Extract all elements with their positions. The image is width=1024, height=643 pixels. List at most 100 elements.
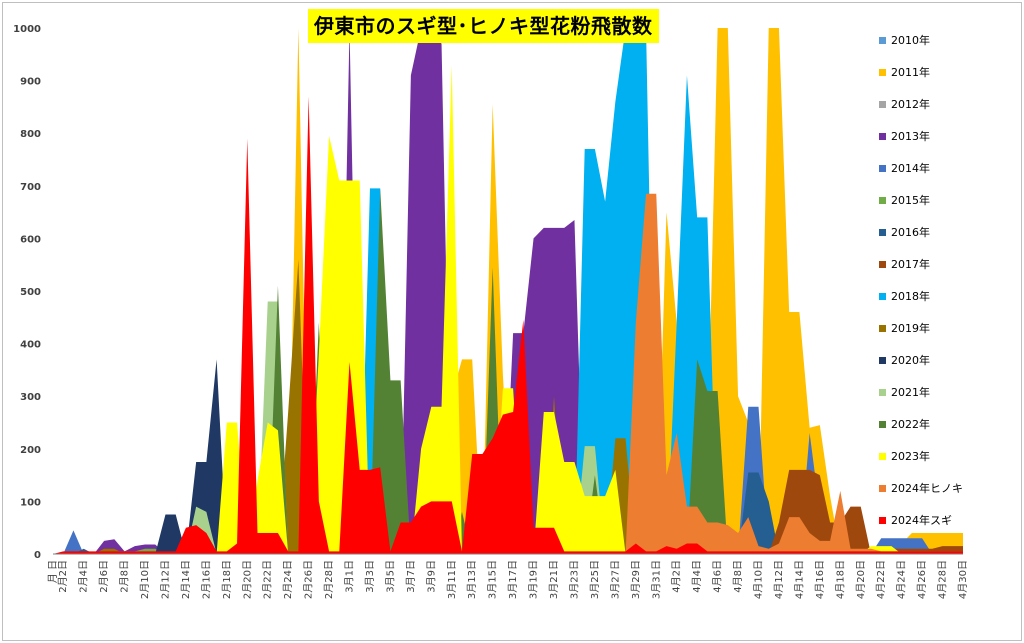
legend-label-5: 2014年 xyxy=(891,162,930,175)
legend-item-16: 2024年スギ xyxy=(879,511,1019,543)
x-tick-label-4-22: 4月22日 xyxy=(875,560,887,599)
x-tick-label-4-6: 4月6日 xyxy=(712,560,724,593)
legend-label-15: 2024年ヒノキ xyxy=(891,482,963,495)
legend-label-10: 2019年 xyxy=(891,322,930,335)
legend-label-6: 2015年 xyxy=(891,194,930,207)
y-tick-label-1000: 1000 xyxy=(13,24,41,35)
legend-swatch-3 xyxy=(879,101,886,108)
x-tick-label-3-7: 3月7日 xyxy=(405,560,417,593)
x-tick-label-3-31: 3月31日 xyxy=(650,560,662,599)
legend-label-14: 2023年 xyxy=(891,450,930,463)
legend-swatch-14 xyxy=(879,453,886,460)
x-tick-label-2-18: 2月18日 xyxy=(221,560,233,599)
x-tick-label-2-24: 2月24日 xyxy=(282,560,294,599)
x-tick-label-4-24: 4月24日 xyxy=(896,560,908,599)
x-tick-label-2-6: 2月6日 xyxy=(98,560,110,593)
x-tick-label-4-18: 4月18日 xyxy=(834,560,846,599)
x-tick-label-4-4: 4月4日 xyxy=(691,560,703,593)
y-tick-label-700: 700 xyxy=(20,182,41,193)
y-tick-label-800: 800 xyxy=(20,129,41,140)
x-tick-label-2-20: 2月20日 xyxy=(241,560,253,599)
legend-label-2: 2011年 xyxy=(891,66,930,79)
x-tick-label-3-25: 3月25日 xyxy=(589,560,601,599)
legend-item-9: 2018年 xyxy=(879,287,1019,319)
x-tick-label-3-15: 3月15日 xyxy=(487,560,499,599)
legend-swatch-16 xyxy=(879,517,886,524)
x-tick-label-4-10: 4月10日 xyxy=(753,560,765,599)
legend-swatch-11 xyxy=(879,357,886,364)
x-tick-label-2-14: 2月14日 xyxy=(180,560,192,599)
legend-label-16: 2024年スギ xyxy=(891,514,952,527)
legend-label-7: 2016年 xyxy=(891,226,930,239)
legend-item-2: 2011年 xyxy=(879,63,1019,95)
legend-item-12: 2021年 xyxy=(879,383,1019,415)
legend-label-1: 2010年 xyxy=(891,34,930,47)
x-tick-label-3-19: 3月19日 xyxy=(528,560,540,599)
legend-swatch-15 xyxy=(879,485,886,492)
legend-item-7: 2016年 xyxy=(879,223,1019,255)
legend-item-15: 2024年ヒノキ xyxy=(879,479,1019,511)
legend-label-13: 2022年 xyxy=(891,418,930,431)
x-tick-label-2-2: 2月2日 xyxy=(57,560,69,593)
x-tick-label-3-1: 3月1日 xyxy=(344,560,356,593)
legend-item-14: 2023年 xyxy=(879,447,1019,479)
legend-swatch-2 xyxy=(879,69,886,76)
series-area-16-2024 xyxy=(53,96,963,554)
x-tick-label-3-27: 3月27日 xyxy=(609,560,621,599)
legend-swatch-7 xyxy=(879,229,886,236)
x-tick-label-2-4: 2月4日 xyxy=(78,560,90,593)
legend-label-12: 2021年 xyxy=(891,386,930,399)
legend-item-11: 2020年 xyxy=(879,351,1019,383)
x-tick-label-2-22: 2月22日 xyxy=(262,560,274,599)
legend-item-3: 2012年 xyxy=(879,95,1019,127)
x-tick-label-4-20: 4月20日 xyxy=(855,560,867,599)
x-tick-label-4-26: 4月26日 xyxy=(916,560,928,599)
x-tick-label-3-13: 3月13日 xyxy=(466,560,478,599)
x-tick-label-2-8: 2月8日 xyxy=(119,560,131,593)
legend-swatch-5 xyxy=(879,165,886,172)
legend-swatch-8 xyxy=(879,261,886,268)
x-tick-label-2-12: 2月12日 xyxy=(159,560,171,599)
y-tick-label-300: 300 xyxy=(20,392,41,403)
x-tick-label-4-30: 4月30日 xyxy=(957,560,969,599)
legend-item-4: 2013年 xyxy=(879,127,1019,159)
x-tick-label-3-17: 3月17日 xyxy=(507,560,519,599)
legend-item-5: 2014年 xyxy=(879,159,1019,191)
x-tick-label-3-23: 3月23日 xyxy=(568,560,580,599)
legend-item-13: 2022年 xyxy=(879,415,1019,447)
x-tick-label-4-2: 4月2日 xyxy=(671,560,683,593)
legend-item-8: 2017年 xyxy=(879,255,1019,287)
y-tick-label-400: 400 xyxy=(20,340,41,351)
legend-label-9: 2018年 xyxy=(891,290,930,303)
legend-item-10: 2019年 xyxy=(879,319,1019,351)
legend-label-3: 2012年 xyxy=(891,98,930,111)
legend: 2010年 2011年 2012年 2013年 2014年 2015年 2016年 2017年… xyxy=(879,31,1019,543)
y-tick-label-600: 600 xyxy=(20,234,41,245)
legend-swatch-1 xyxy=(879,37,886,44)
x-tick-label-3-3: 3月3日 xyxy=(364,560,376,593)
legend-swatch-10 xyxy=(879,325,886,332)
y-tick-label-100: 100 xyxy=(20,497,41,508)
x-tick-label-3-29: 3月29日 xyxy=(630,560,642,599)
y-tick-label-0: 0 xyxy=(34,550,41,561)
x-tick-label-2-28: 2月28日 xyxy=(323,560,335,599)
legend-label-4: 2013年 xyxy=(891,130,930,143)
x-tick-label-4-12: 4月12日 xyxy=(773,560,785,599)
x-tick-label-4-14: 4月14日 xyxy=(793,560,805,599)
legend-item-6: 2015年 xyxy=(879,191,1019,223)
legend-item-1: 2010年 xyxy=(879,31,1019,63)
legend-label-8: 2017年 xyxy=(891,258,930,271)
legend-swatch-13 xyxy=(879,421,886,428)
x-tick-label-3-5: 3月5日 xyxy=(384,560,396,593)
x-tick-label-2-10: 2月10日 xyxy=(139,560,151,599)
x-tick-label-2-16: 2月16日 xyxy=(200,560,212,599)
legend-swatch-12 xyxy=(879,389,886,396)
legend-swatch-9 xyxy=(879,293,886,300)
y-tick-label-500: 500 xyxy=(20,287,41,298)
x-tick-label-3-21: 3月21日 xyxy=(548,560,560,599)
legend-swatch-6 xyxy=(879,197,886,204)
x-tick-label-4-16: 4月16日 xyxy=(814,560,826,599)
legend-swatch-4 xyxy=(879,133,886,140)
x-tick-label-2-26: 2月26日 xyxy=(303,560,315,599)
